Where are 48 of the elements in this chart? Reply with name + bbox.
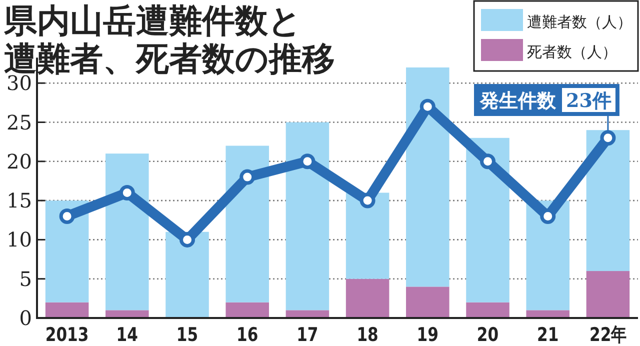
x-tick-label: 21 — [537, 324, 559, 346]
bar — [586, 130, 630, 272]
bar — [346, 278, 390, 318]
x-tick-label: 15 — [176, 324, 198, 346]
x-tick-label: 2013 — [45, 324, 89, 346]
x-tick-label: 14 — [116, 324, 138, 346]
x-tick-label: 19 — [416, 324, 438, 346]
legend-label: 死者数（人） — [527, 43, 617, 61]
point — [420, 98, 436, 114]
bar — [226, 302, 269, 318]
y-tick-label: 25 — [6, 110, 32, 134]
point — [240, 169, 256, 185]
bar — [106, 310, 149, 318]
point — [540, 208, 556, 224]
x-tick-label: 20 — [476, 324, 499, 346]
bar — [166, 232, 209, 318]
point — [600, 130, 616, 146]
bar — [346, 192, 390, 279]
point — [119, 184, 135, 200]
annotation: 23件 — [566, 90, 612, 112]
x-tick-label: 18 — [356, 324, 378, 346]
point — [480, 154, 496, 170]
bar — [106, 154, 149, 310]
y-tick-label: 15 — [6, 188, 32, 213]
x-tick-label: 17 — [296, 324, 318, 346]
series-label: 発生件数 — [479, 90, 557, 112]
point — [180, 232, 195, 248]
bar — [526, 200, 570, 310]
bar — [286, 122, 330, 310]
bar — [526, 310, 570, 318]
y-tick-label: 0 — [19, 306, 32, 330]
x-tick-label: 22年 — [589, 324, 626, 346]
bar — [466, 302, 510, 318]
bar — [406, 67, 450, 287]
x-tick-label: 16 — [236, 324, 258, 346]
bar — [586, 271, 630, 318]
y-tick-label: 20 — [6, 149, 32, 174]
bar — [45, 302, 89, 318]
point — [360, 192, 376, 208]
y-tick-label: 5 — [19, 266, 32, 291]
point — [59, 208, 75, 224]
bar — [45, 200, 89, 302]
bar — [466, 138, 510, 302]
bar — [226, 146, 269, 302]
y-tick-label: 10 — [6, 228, 32, 252]
point — [300, 154, 316, 170]
legend-label: 遭難者数（人） — [527, 13, 632, 31]
bar — [406, 286, 450, 318]
